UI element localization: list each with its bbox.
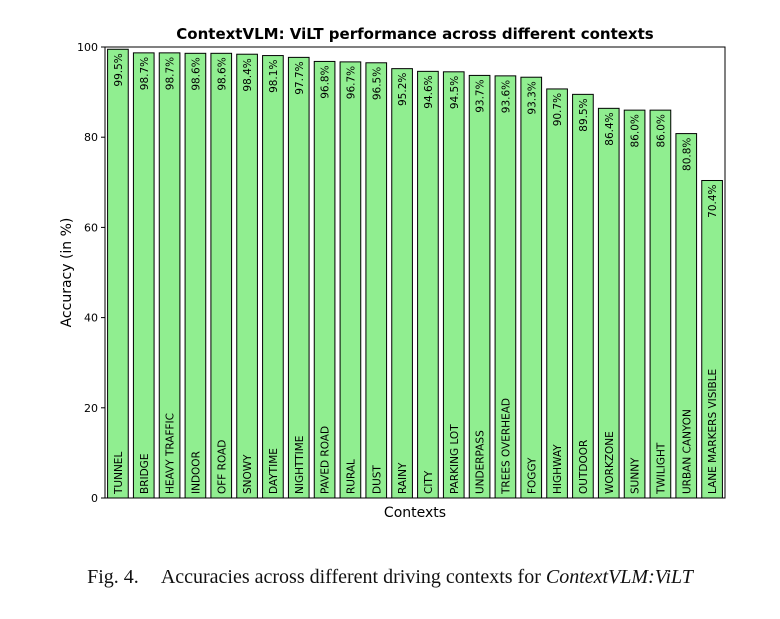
category-label: URBAN CANYON bbox=[681, 409, 693, 494]
bar bbox=[391, 68, 413, 499]
caption-subject: ContextVLM:ViLT bbox=[545, 566, 693, 588]
bar bbox=[623, 109, 646, 499]
y-axis-label: Accuracy (in %) bbox=[59, 218, 75, 328]
bar-value-label: 86.0% bbox=[655, 114, 667, 147]
y-axis-ticks: 0 20 40 60 80 100 bbox=[77, 41, 105, 505]
bar bbox=[417, 70, 439, 499]
bar-value-label: 94.6% bbox=[423, 75, 435, 108]
bar-value-label: 93.6% bbox=[500, 80, 512, 113]
category-label: PAVED ROAD bbox=[320, 426, 332, 494]
y-tick-label: 60 bbox=[84, 221, 98, 234]
bar-value-label: 96.7% bbox=[345, 66, 357, 99]
category-label: TWILIGHT bbox=[655, 442, 667, 495]
y-tick-label: 80 bbox=[84, 131, 98, 144]
category-label: HEAVY TRAFFIC bbox=[165, 413, 177, 494]
y-tick-label: 0 bbox=[91, 492, 98, 505]
bar-value-label: 96.5% bbox=[371, 67, 383, 100]
category-label: NIGHTTIME bbox=[294, 436, 306, 494]
bar bbox=[339, 61, 362, 499]
bar-value-label: 94.5% bbox=[449, 76, 461, 109]
bar-value-label: 86.4% bbox=[604, 112, 616, 145]
category-label: HIGHWAY bbox=[552, 444, 564, 494]
bar-value-label: 86.0% bbox=[630, 114, 642, 147]
chart-title: ContextVLM: ViLT performance across diff… bbox=[176, 25, 653, 43]
bar bbox=[107, 48, 129, 499]
bar-value-label: 89.5% bbox=[578, 98, 590, 131]
bar-value-label: 90.7% bbox=[552, 93, 564, 126]
y-tick-label: 40 bbox=[84, 312, 98, 325]
category-label: DUST bbox=[371, 465, 383, 494]
category-label: PARKING LOT bbox=[449, 424, 461, 494]
category-label: RAINY bbox=[397, 462, 409, 494]
category-label: WORKZONE bbox=[604, 431, 616, 494]
bar-value-label: 98.7% bbox=[165, 57, 177, 90]
bar-value-label: 96.8% bbox=[320, 65, 332, 98]
bar-value-label: 93.7% bbox=[475, 79, 487, 112]
category-label: RURAL bbox=[345, 459, 357, 494]
bar bbox=[649, 109, 672, 499]
y-tick-label: 100 bbox=[77, 41, 98, 54]
bar-value-label: 95.2% bbox=[397, 73, 409, 106]
bar-value-label: 80.8% bbox=[681, 138, 693, 171]
category-label: INDOOR bbox=[190, 451, 202, 494]
bar bbox=[184, 52, 207, 499]
bar-value-label: 70.4% bbox=[707, 184, 719, 217]
bar bbox=[210, 52, 233, 499]
category-label: OUTDOOR bbox=[578, 440, 590, 494]
figure-caption: Fig. 4. Accuracies across different drivi… bbox=[0, 566, 780, 589]
bar-value-label: 97.7% bbox=[294, 61, 306, 94]
category-label: DAYTIME bbox=[268, 448, 280, 494]
bar bbox=[287, 56, 310, 499]
plot-frame bbox=[104, 46, 726, 499]
category-label: TUNNEL bbox=[113, 452, 125, 495]
category-label: TREES OVERHEAD bbox=[500, 398, 512, 495]
bar-value-label: 99.5% bbox=[113, 53, 125, 86]
bar-value-label: 98.7% bbox=[139, 57, 151, 90]
bar-value-label: 98.6% bbox=[216, 57, 228, 90]
bar-value-label: 98.4% bbox=[242, 58, 254, 91]
bar-value-label: 98.6% bbox=[190, 57, 202, 90]
category-label: SNOWY bbox=[242, 454, 254, 494]
category-label: FOGGY bbox=[526, 457, 538, 494]
x-axis-label: Contexts bbox=[384, 505, 446, 521]
bar bbox=[236, 53, 258, 499]
category-label: LANE MARKERS VISIBLE bbox=[707, 369, 719, 494]
category-label: CITY bbox=[423, 470, 435, 494]
bar-value-label: 98.1% bbox=[268, 60, 280, 93]
category-label: UNDERPASS bbox=[475, 430, 487, 494]
figure-number: Fig. 4. bbox=[87, 566, 139, 588]
bars-group: 99.5% TUNNEL 98.7% BRIDGE 98.7% HEAVY TRAFFIC… bbox=[107, 48, 723, 499]
category-label: SUNNY bbox=[630, 457, 642, 494]
bar-chart: ContextVLM: ViLT performance across diff… bbox=[59, 25, 726, 521]
bar-value-label: 93.3% bbox=[526, 81, 538, 114]
category-label: BRIDGE bbox=[139, 454, 151, 494]
bar bbox=[546, 88, 568, 499]
bar bbox=[132, 52, 155, 499]
bar bbox=[520, 76, 543, 499]
bar bbox=[365, 62, 388, 499]
y-tick-label: 20 bbox=[84, 402, 98, 415]
caption-text: Accuracies across different driving cont… bbox=[160, 566, 541, 588]
bar bbox=[572, 93, 594, 499]
bar bbox=[262, 55, 284, 499]
category-label: OFF ROAD bbox=[216, 440, 228, 494]
